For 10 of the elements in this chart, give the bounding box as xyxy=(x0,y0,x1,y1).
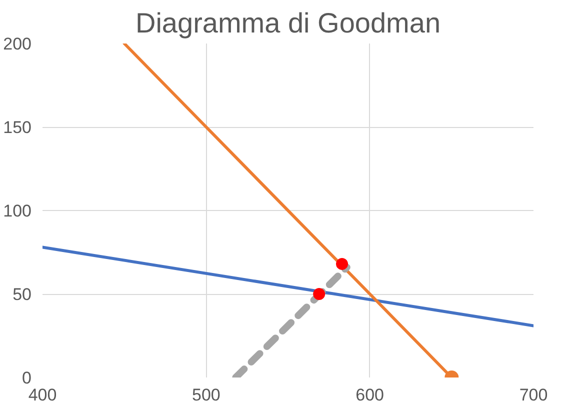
chart-title: Diagramma di Goodman xyxy=(135,8,441,38)
y-tick-label: 100 xyxy=(3,202,32,220)
x-tick-label: 600 xyxy=(356,386,384,403)
x-tick-label: 700 xyxy=(519,386,548,403)
y-tick-label: 200 xyxy=(3,34,32,54)
x-tick-label: 500 xyxy=(192,386,220,403)
y-tick-label: 0 xyxy=(22,368,32,388)
y-tick-label: 50 xyxy=(12,285,32,304)
y-tick-label: 150 xyxy=(3,118,32,137)
x-tick-label: 400 xyxy=(28,386,57,403)
